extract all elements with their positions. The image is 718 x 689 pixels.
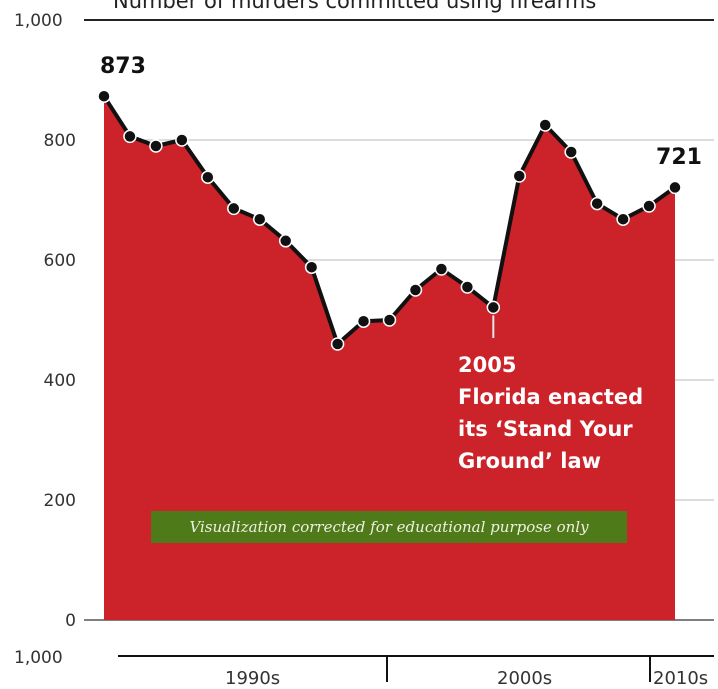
last-value-label: 721 xyxy=(656,145,702,170)
data-point xyxy=(486,300,501,315)
area-fill xyxy=(104,96,675,620)
data-point xyxy=(227,201,241,216)
y-tick-label: 800 xyxy=(44,131,76,151)
data-point xyxy=(668,180,682,195)
data-point xyxy=(616,212,630,226)
chart-title: Number of murders committed using firear… xyxy=(113,0,596,13)
annotation-year: 2005 xyxy=(458,353,516,377)
annotation-line: its ‘Stand Your xyxy=(458,417,633,441)
data-point xyxy=(201,170,215,184)
bottom-decade-axis: 1,000 1990s 2000s 2010s xyxy=(14,648,714,689)
annotation-text: Florida enacted its ‘Stand Your Ground’ la… xyxy=(458,385,643,473)
data-point xyxy=(123,129,137,144)
decade-label-2010s: 2010s xyxy=(653,668,708,689)
data-point xyxy=(304,260,319,274)
data-point xyxy=(382,313,397,327)
y-tick-label: 400 xyxy=(44,371,76,391)
data-point xyxy=(97,89,111,103)
data-point xyxy=(252,212,267,226)
y-tick-label: 1,000 xyxy=(14,11,63,31)
y-tick-label: 200 xyxy=(44,491,76,511)
y-tick-label: 0 xyxy=(65,611,76,631)
data-point xyxy=(434,262,449,276)
data-point xyxy=(564,145,578,159)
y-axis-tick-labels: 0 200 400 600 800 1,000 xyxy=(14,11,76,631)
data-point xyxy=(278,234,293,248)
data-point xyxy=(408,283,423,297)
y-tick-label: 600 xyxy=(44,251,76,271)
data-point xyxy=(149,139,163,153)
data-point xyxy=(590,196,604,211)
watermark-text: Visualization corrected for educational … xyxy=(189,518,589,536)
data-point xyxy=(330,337,345,351)
data-point xyxy=(175,133,189,147)
first-value-label: 873 xyxy=(100,54,146,79)
data-points xyxy=(97,89,682,351)
data-point xyxy=(460,280,475,294)
watermark-banner: Visualization corrected for educational … xyxy=(151,511,627,543)
annotation-line: Ground’ law xyxy=(458,449,601,473)
data-point xyxy=(356,314,371,328)
decade-label-1990s: 1990s xyxy=(225,668,280,689)
bottom-axis-label: 1,000 xyxy=(14,648,63,668)
decade-label-2000s: 2000s xyxy=(497,668,552,689)
data-point xyxy=(538,118,552,132)
data-point xyxy=(512,169,527,183)
annotation-line: Florida enacted xyxy=(458,385,643,409)
data-point xyxy=(642,199,656,213)
